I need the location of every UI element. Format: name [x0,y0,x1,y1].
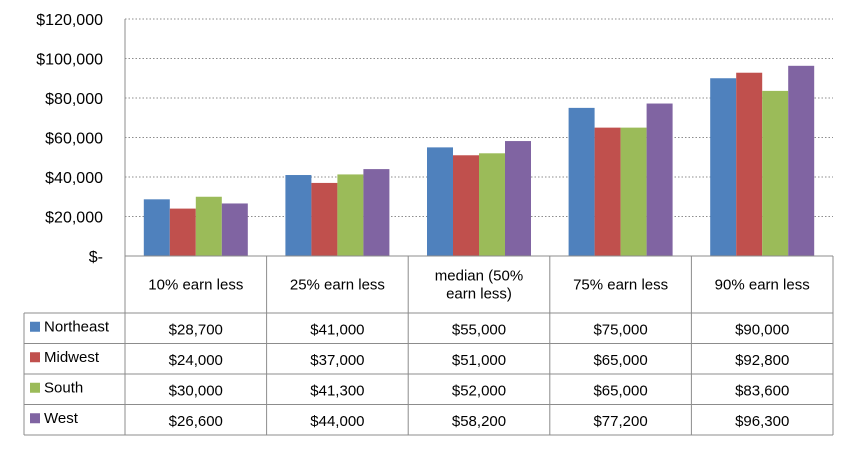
bar-south-1 [337,174,364,256]
data-label-south-4: $83,600 [735,382,789,399]
bar-west-0 [221,203,248,256]
data-label-northeast-1: $41,000 [310,321,364,338]
data-label-midwest-3: $65,000 [593,352,647,369]
bar-midwest-2 [453,155,479,256]
bar-midwest-0 [169,208,196,256]
legend-key-west [30,413,40,424]
data-label-midwest-1: $37,000 [310,352,364,369]
data-label-south-2: $52,000 [452,382,506,399]
y-axis-ticks: $- $20,000 $40,000 $60,000 $80,000 $100,000 $1… [36,12,126,266]
data-label-northeast-3: $75,000 [593,321,647,338]
legend-label-south: South [44,379,83,396]
bar-south-0 [195,196,222,256]
y-tick-label: $120,000 [36,12,103,29]
data-label-south-0: $30,000 [169,382,223,399]
data-label-midwest-0: $24,000 [169,352,223,369]
data-label-northeast-0: $28,700 [169,321,223,338]
category-label: 90% earn less [715,277,810,294]
category-label: median (50% [435,268,523,285]
bar-west-2 [505,141,531,256]
legend-key-south [30,382,40,393]
bars [143,65,815,257]
data-label-south-1: $41,300 [310,382,364,399]
bar-northeast-2 [427,147,453,256]
data-label-west-2: $58,200 [452,413,506,430]
y-tick-label: $40,000 [45,170,103,187]
legend-key-midwest [30,352,40,363]
data-label-midwest-4: $92,800 [735,352,789,369]
bar-midwest-4 [736,72,763,256]
data-label-west-4: $96,300 [735,413,789,430]
y-tick-label: $- [89,249,103,266]
category-label: 75% earn less [573,277,668,294]
bar-west-4 [788,65,815,257]
data-label-northeast-4: $90,000 [735,321,789,338]
data-label-northeast-2: $55,000 [452,321,506,338]
y-tick-label: $100,000 [36,52,103,69]
legend-label-west: West [44,410,79,427]
y-tick-label: $60,000 [45,131,103,148]
bar-south-2 [479,153,505,256]
legend-key-northeast [30,321,40,332]
bar-south-4 [762,90,789,256]
category-label: earn less) [446,286,512,303]
data-label-south-3: $65,000 [593,382,647,399]
bar-midwest-3 [594,127,621,256]
bar-midwest-1 [311,182,338,256]
bar-west-1 [363,169,390,256]
data-table: 10% earn less 25% earn less median (50%ear… [23,255,834,436]
category-label: 10% earn less [148,277,243,294]
data-label-west-1: $44,000 [310,413,364,430]
data-label-west-0: $26,600 [169,413,223,430]
legend-label-northeast: Northeast [44,318,110,335]
bar-northeast-3 [568,107,595,256]
data-label-west-3: $77,200 [593,413,647,430]
bar-west-3 [646,103,673,256]
bar-northeast-0 [143,199,170,256]
bar-northeast-1 [285,175,312,256]
y-tick-label: $80,000 [45,91,103,108]
legend-label-midwest: Midwest [44,349,100,366]
bar-south-3 [620,127,647,256]
category-label: 25% earn less [290,277,385,294]
data-label-midwest-2: $51,000 [452,352,506,369]
y-tick-label: $20,000 [45,210,103,227]
bar-northeast-4 [710,78,737,256]
